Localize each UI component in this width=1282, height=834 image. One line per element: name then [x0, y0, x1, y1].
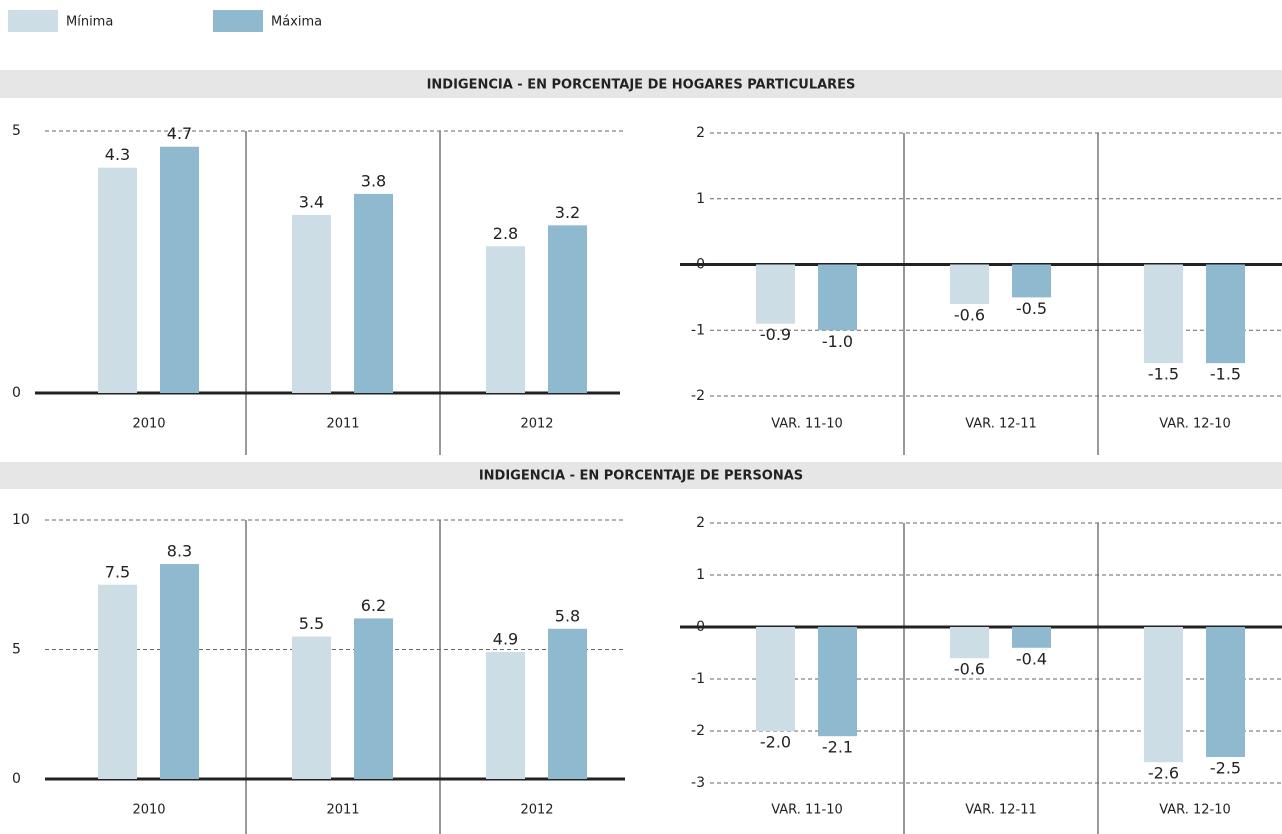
- x-tick-label: 2012: [520, 417, 553, 432]
- bar: [1144, 264, 1183, 364]
- y-tick-label: -1: [691, 671, 705, 687]
- data-label: -0.4: [1016, 649, 1047, 668]
- section-title: INDIGENCIA - EN PORCENTAJE DE HOGARES PA…: [427, 78, 856, 93]
- y-tick-label: -1: [691, 322, 705, 338]
- legend-swatch: [8, 10, 58, 32]
- bar: [98, 584, 137, 779]
- bar: [292, 214, 331, 393]
- y-tick-label: 10: [12, 512, 30, 528]
- legend-label: Mínima: [66, 15, 113, 30]
- bar: [548, 628, 587, 779]
- x-tick-label: VAR. 11-10: [771, 417, 843, 432]
- bar: [354, 618, 393, 779]
- bar: [548, 225, 587, 393]
- y-tick-label: -2: [691, 388, 705, 404]
- x-tick-label: VAR. 12-11: [965, 417, 1037, 432]
- data-label: -1.5: [1210, 365, 1241, 384]
- data-label: -0.6: [954, 660, 985, 679]
- legend-label: Máxima: [271, 15, 322, 30]
- x-tick-label: 2011: [326, 417, 359, 432]
- bar: [950, 264, 989, 304]
- x-tick-label: 2011: [326, 803, 359, 818]
- y-tick-label: -2: [691, 723, 705, 739]
- x-tick-label: VAR. 11-10: [771, 803, 843, 818]
- bar: [1012, 264, 1051, 298]
- bar: [1012, 627, 1051, 648]
- bar: [818, 264, 857, 331]
- bar: [756, 264, 795, 324]
- bar: [160, 146, 199, 393]
- bar: [950, 627, 989, 659]
- y-tick-label: 2: [696, 125, 705, 141]
- data-label: 3.2: [555, 203, 580, 222]
- bar: [160, 564, 199, 779]
- bar: [486, 246, 525, 393]
- y-tick-label: 5: [12, 642, 21, 658]
- bar: [292, 636, 331, 779]
- data-label: -0.9: [760, 325, 791, 344]
- y-tick-label: 1: [696, 567, 705, 583]
- data-label: -2.5: [1210, 759, 1241, 778]
- data-label: 4.9: [493, 630, 518, 649]
- data-label: -2.1: [822, 738, 853, 757]
- bar: [818, 627, 857, 737]
- x-tick-label: 2010: [132, 803, 165, 818]
- bar: [1206, 264, 1245, 364]
- y-tick-label: 2: [696, 515, 705, 531]
- data-label: -1.0: [822, 332, 853, 351]
- bar: [1144, 627, 1183, 763]
- x-tick-label: VAR. 12-10: [1159, 417, 1231, 432]
- data-label: 5.5: [299, 614, 324, 633]
- x-tick-label: VAR. 12-10: [1159, 803, 1231, 818]
- x-tick-label: 2010: [132, 417, 165, 432]
- data-label: 7.5: [105, 562, 130, 581]
- bar: [98, 167, 137, 393]
- section-title: INDIGENCIA - EN PORCENTAJE DE PERSONAS: [479, 469, 803, 484]
- bar: [1206, 627, 1245, 757]
- y-tick-label: 0: [12, 771, 21, 787]
- bar: [756, 627, 795, 731]
- y-tick-label: -3: [691, 775, 705, 791]
- data-label: 6.2: [361, 596, 386, 615]
- data-label: -1.5: [1148, 365, 1179, 384]
- x-tick-label: 2012: [520, 803, 553, 818]
- bar: [486, 652, 525, 779]
- y-tick-label: 0: [12, 385, 21, 401]
- data-label: -2.6: [1148, 764, 1179, 783]
- y-tick-label: 1: [696, 191, 705, 207]
- data-label: 2.8: [493, 224, 518, 243]
- data-label: -0.6: [954, 305, 985, 324]
- data-label: -0.5: [1016, 299, 1047, 318]
- data-label: 5.8: [555, 606, 580, 625]
- y-tick-label: 5: [12, 123, 21, 139]
- section-band: [0, 462, 1282, 489]
- section-band: [0, 70, 1282, 98]
- data-label: 3.4: [299, 192, 324, 211]
- legend-swatch: [213, 10, 263, 32]
- data-label: 8.3: [167, 542, 192, 561]
- x-tick-label: VAR. 12-11: [965, 803, 1037, 818]
- bar: [354, 193, 393, 393]
- data-label: 4.7: [167, 124, 192, 143]
- data-label: -2.0: [760, 733, 791, 752]
- data-label: 3.8: [361, 171, 386, 190]
- data-label: 4.3: [105, 145, 130, 164]
